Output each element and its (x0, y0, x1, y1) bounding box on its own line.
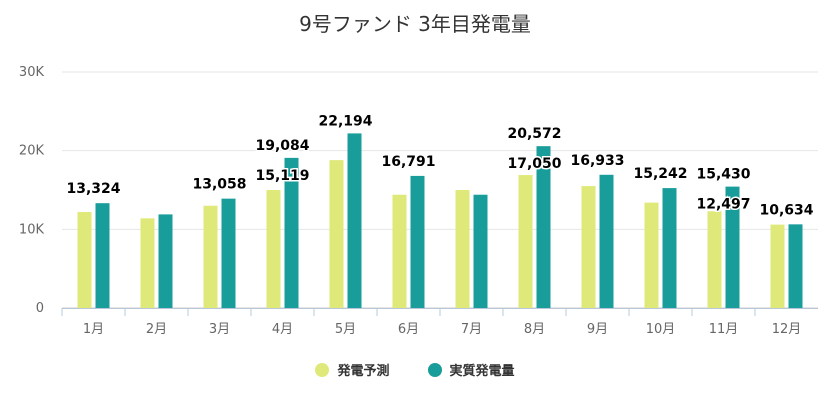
bar-forecast (266, 190, 281, 308)
bar-forecast (770, 224, 785, 308)
bar-forecast (581, 186, 596, 308)
x-tick-label: 11月 (709, 322, 739, 337)
legend-label-actual: 実質発電量 (449, 364, 515, 379)
legend-dot-forecast (315, 362, 330, 377)
x-tick-label: 8月 (524, 322, 545, 337)
bar-forecast (392, 194, 407, 308)
legend-item-actual[interactable]: 実質発電量 (427, 360, 515, 379)
bar-forecast (644, 202, 659, 308)
bar-actual (536, 146, 551, 308)
data-label: 20,572 (507, 126, 561, 142)
legend-dot-actual (427, 362, 442, 377)
data-label: 22,194 (318, 113, 372, 129)
data-label: 15,242 (633, 166, 687, 182)
y-tick-label: 30K (19, 65, 45, 80)
bar-actual (284, 157, 299, 308)
bar-actual (599, 174, 614, 308)
bar-actual (788, 224, 803, 308)
bar-actual (410, 175, 425, 308)
data-label: 15,430 (696, 167, 750, 183)
x-tick-label: 4月 (272, 322, 293, 337)
x-tick-label: 12月 (772, 322, 802, 337)
x-tick-label: 10月 (646, 322, 676, 337)
x-tick-label: 2月 (146, 322, 167, 337)
bar-forecast (77, 212, 92, 308)
data-label: 13,324 (66, 181, 120, 197)
data-label: 10,634 (759, 202, 813, 218)
bar-actual (347, 133, 362, 308)
x-tick-label: 9月 (587, 322, 608, 337)
legend-label-forecast: 発電予測 (337, 364, 390, 379)
legend-item-forecast[interactable]: 発電予測 (315, 360, 390, 379)
legend: 発電予測 実質発電量 (0, 360, 830, 379)
bar-actual (158, 214, 173, 308)
chart-title: 9号ファンド 3年目発電量 (299, 12, 531, 36)
bar-forecast (707, 211, 722, 308)
x-tick-label: 7月 (461, 322, 482, 337)
x-tick-label: 1月 (83, 322, 104, 337)
y-tick-label: 10K (19, 222, 45, 237)
data-label: 17,050 (507, 156, 561, 172)
bar-actual (95, 203, 110, 308)
bar-actual (662, 188, 677, 308)
x-tick-label: 5月 (335, 322, 356, 337)
bar-forecast (329, 160, 344, 308)
bar-forecast (518, 175, 533, 308)
data-label: 12,497 (696, 197, 750, 213)
bar-forecast (455, 190, 470, 308)
bar-forecast (203, 205, 218, 308)
x-tick-label: 3月 (209, 322, 230, 337)
bar-actual (221, 198, 236, 308)
data-label: 13,058 (192, 177, 246, 193)
bar-actual (725, 186, 740, 308)
x-tick-label: 6月 (398, 322, 419, 337)
y-tick-label: 20K (19, 144, 45, 159)
data-label: 16,791 (381, 154, 435, 170)
bar-forecast (140, 218, 155, 308)
y-tick-label: 0 (36, 301, 44, 316)
bar-actual (473, 194, 488, 308)
data-label: 19,084 (255, 138, 309, 154)
data-label: 16,933 (570, 153, 624, 169)
data-label: 15,119 (255, 168, 309, 184)
